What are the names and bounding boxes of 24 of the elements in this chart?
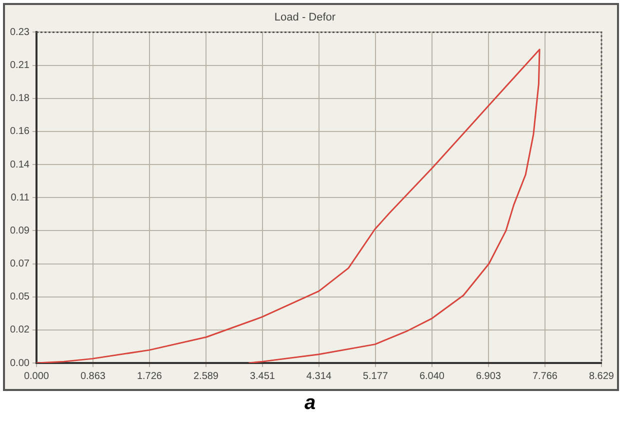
y-tick-label: 0.18 — [10, 93, 30, 104]
y-tick-label: 0.21 — [10, 60, 30, 72]
x-tick-label: 7.766 — [532, 370, 558, 382]
x-tick-label: 8.629 — [588, 370, 614, 382]
x-tick-label: 1.726 — [136, 370, 162, 382]
y-tick-label: 0.11 — [10, 192, 30, 204]
x-tick-label: 6.040 — [419, 370, 445, 382]
x-tick-label: 6.903 — [476, 370, 502, 382]
chart-title: Load - Defor — [274, 12, 336, 24]
x-tick-label: 4.314 — [306, 370, 332, 382]
y-tick-label: 0.02 — [10, 324, 30, 336]
y-tick-label: 0.09 — [10, 225, 30, 236]
text: a — [303, 392, 317, 415]
y-tick-label: 0.05 — [10, 292, 30, 303]
y-tick-label: 0.00 — [10, 358, 30, 369]
x-tick-label: 2.589 — [193, 370, 219, 382]
x-tick-label: 0.863 — [80, 370, 106, 382]
y-tick-label: 0.07 — [10, 258, 30, 270]
y-tick-label: 0.14 — [10, 159, 30, 170]
y-tick-label: 0.16 — [10, 126, 30, 138]
y-tick-label: 0.23 — [10, 26, 30, 38]
x-tick-label: 0.000 — [24, 370, 50, 382]
x-tick-label: 5.177 — [362, 370, 388, 382]
x-tick-label: 3.451 — [250, 370, 276, 382]
